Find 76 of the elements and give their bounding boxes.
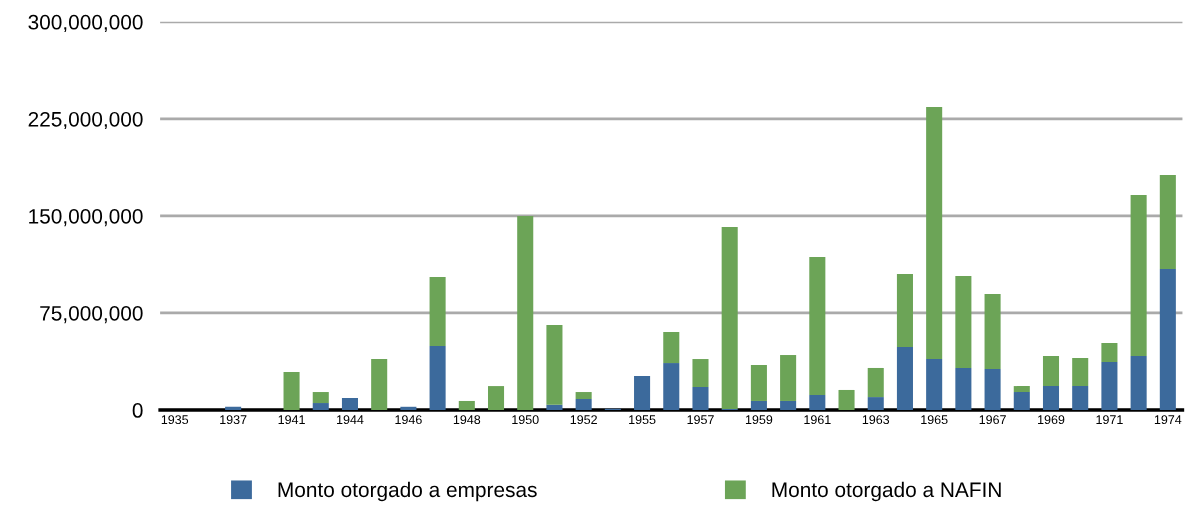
- y-tick-label: 0: [132, 403, 143, 418]
- bar: [546, 325, 563, 405]
- bar: [926, 106, 943, 360]
- bar: [721, 226, 738, 409]
- x-tick-label: 1952: [570, 415, 597, 425]
- bar: [487, 386, 505, 411]
- y-tick-label: 150,000,000: [29, 208, 143, 227]
- bar: [780, 400, 797, 411]
- x-tick-label: 1963: [862, 415, 890, 425]
- bar: [867, 397, 884, 411]
- x-tick-label: 1961: [804, 415, 831, 425]
- bar: [1013, 386, 1030, 393]
- bar: [984, 293, 1001, 369]
- bar: [429, 345, 446, 411]
- x-tick-label: 1950: [512, 415, 539, 425]
- bar: [634, 375, 651, 411]
- x-tick-label: 1948: [453, 415, 481, 425]
- bar: [955, 367, 972, 411]
- bar: [809, 256, 826, 396]
- x-tick-label: 1965: [921, 415, 948, 425]
- x-tick-label: 1946: [395, 415, 422, 425]
- bar: [1130, 194, 1147, 357]
- bar: [750, 400, 767, 411]
- bar: [750, 364, 767, 401]
- y-tick-label: 225,000,000: [28, 111, 143, 130]
- bar: [692, 386, 709, 411]
- bar: [896, 347, 913, 411]
- bar: [663, 332, 680, 364]
- x-tick-label: 1935: [161, 415, 189, 425]
- bar: [341, 397, 358, 411]
- y-tick-label: 75,000,000: [40, 305, 143, 324]
- bar: [955, 275, 972, 368]
- bar: [867, 367, 884, 398]
- bar: [663, 363, 680, 411]
- bar: [1013, 392, 1030, 411]
- x-tick-label: 1944: [337, 415, 364, 425]
- bar: [1159, 174, 1176, 269]
- bar: [1042, 386, 1060, 411]
- x-tick-label: 1941: [278, 415, 305, 425]
- bar: [1101, 342, 1118, 363]
- x-tick-label: 1967: [979, 415, 1006, 425]
- bar: [225, 406, 242, 411]
- bar: [809, 395, 826, 411]
- x-tick-label: 1974: [1154, 415, 1182, 425]
- bar: [312, 403, 329, 411]
- bar: [312, 392, 329, 404]
- bar: [575, 392, 592, 400]
- bar: [546, 404, 563, 411]
- bar: [926, 359, 943, 411]
- x-tick-label: 1969: [1038, 415, 1065, 425]
- bar: [1130, 356, 1147, 411]
- bar: [692, 359, 709, 387]
- x-tick-label: 1959: [745, 415, 773, 425]
- bar: [780, 355, 797, 401]
- x-tick-label: 1971: [1096, 415, 1123, 425]
- bar: [1042, 356, 1060, 387]
- bar: [575, 399, 592, 411]
- bar: [1072, 386, 1089, 411]
- legend-label: Monto otorgado a NAFIN: [772, 481, 1001, 502]
- bar: [896, 274, 913, 348]
- bar: [517, 215, 534, 411]
- bar: [1159, 268, 1176, 411]
- bar: [458, 400, 475, 411]
- bar: [838, 389, 855, 411]
- legend-label: Monto otorgado a empresas: [278, 481, 537, 502]
- x-tick-label: 1957: [687, 415, 714, 425]
- bar: [400, 406, 417, 411]
- y-tick-label: 300,000,000: [28, 14, 143, 33]
- bar: [1072, 358, 1089, 387]
- bar: [283, 371, 300, 411]
- x-tick-label: 1955: [629, 415, 656, 425]
- bar: [1101, 362, 1118, 411]
- bar: [371, 359, 388, 411]
- x-tick-label: 1937: [220, 415, 247, 425]
- bar: [429, 277, 446, 346]
- bar: [984, 369, 1001, 411]
